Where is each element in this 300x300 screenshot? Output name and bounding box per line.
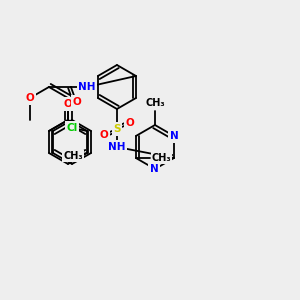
Text: NH: NH	[108, 142, 126, 152]
Text: S: S	[113, 124, 121, 134]
Text: CH₃: CH₃	[145, 98, 165, 108]
Text: Cl: Cl	[66, 123, 78, 133]
Text: CH₃: CH₃	[63, 151, 83, 161]
Text: N: N	[169, 131, 178, 141]
Text: O: O	[126, 118, 134, 128]
Text: CH₃: CH₃	[152, 153, 172, 163]
Text: O: O	[73, 97, 81, 107]
Text: O: O	[64, 99, 72, 109]
Text: N: N	[150, 164, 158, 174]
Text: NH: NH	[78, 82, 96, 92]
Text: O: O	[26, 93, 34, 103]
Text: O: O	[100, 130, 108, 140]
